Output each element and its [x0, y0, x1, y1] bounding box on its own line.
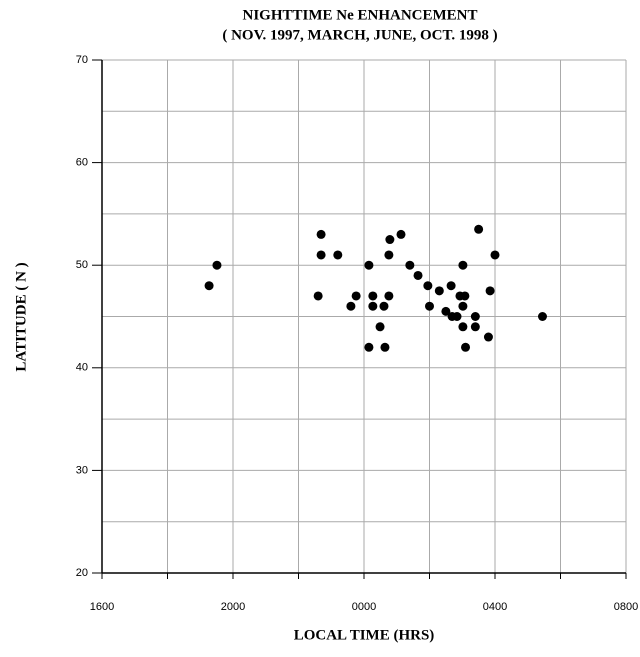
point — [368, 301, 378, 311]
y-tick-label: 60 — [76, 157, 88, 169]
point — [458, 301, 468, 311]
point — [212, 260, 222, 270]
point — [368, 291, 378, 301]
point — [460, 291, 470, 301]
point — [446, 281, 456, 291]
point — [384, 291, 394, 301]
point — [380, 342, 390, 352]
point — [423, 281, 433, 291]
point — [434, 286, 444, 296]
point — [385, 235, 395, 245]
y-tick-label: 50 — [76, 259, 88, 271]
point — [405, 260, 415, 270]
point — [375, 322, 385, 332]
y-tick-label: 20 — [76, 567, 88, 579]
y-tick-label: 70 — [76, 54, 88, 66]
point — [458, 322, 468, 332]
point — [483, 332, 493, 342]
point — [204, 281, 214, 291]
point — [364, 260, 374, 270]
point — [384, 250, 394, 260]
y-axis-label: LATITUDE ( N ) — [13, 262, 29, 371]
y-tick-label: 40 — [76, 362, 88, 374]
x-tick-label: 0400 — [483, 601, 507, 613]
point — [316, 229, 326, 239]
point — [396, 229, 406, 239]
point — [470, 312, 480, 321]
point — [458, 260, 468, 270]
point — [413, 270, 423, 280]
point — [490, 250, 500, 260]
point — [313, 291, 323, 301]
x-tick-label: 1600 — [90, 601, 114, 613]
point — [461, 342, 471, 352]
point — [379, 301, 389, 311]
x-tick-label: 2000 — [221, 601, 245, 613]
x-tick-label: 0000 — [352, 601, 376, 613]
point — [364, 342, 374, 352]
point — [346, 301, 356, 311]
point — [441, 306, 451, 316]
point — [333, 250, 343, 260]
point — [537, 312, 547, 321]
point — [470, 322, 480, 332]
point — [452, 312, 462, 321]
point — [351, 291, 361, 301]
x-axis-label: LOCAL TIME (HRS) — [294, 627, 435, 643]
point — [316, 250, 326, 260]
y-tick-label: 30 — [76, 464, 88, 476]
point — [474, 224, 484, 234]
chart-title: NIGHTTIME Ne ENHANCEMENT — [242, 7, 477, 23]
point — [485, 286, 495, 296]
x-tick-label: 0800 — [614, 601, 638, 613]
point — [425, 301, 434, 311]
chart-subtitle: ( NOV. 1997, MARCH, JUNE, OCT. 1998 ) — [222, 27, 497, 43]
